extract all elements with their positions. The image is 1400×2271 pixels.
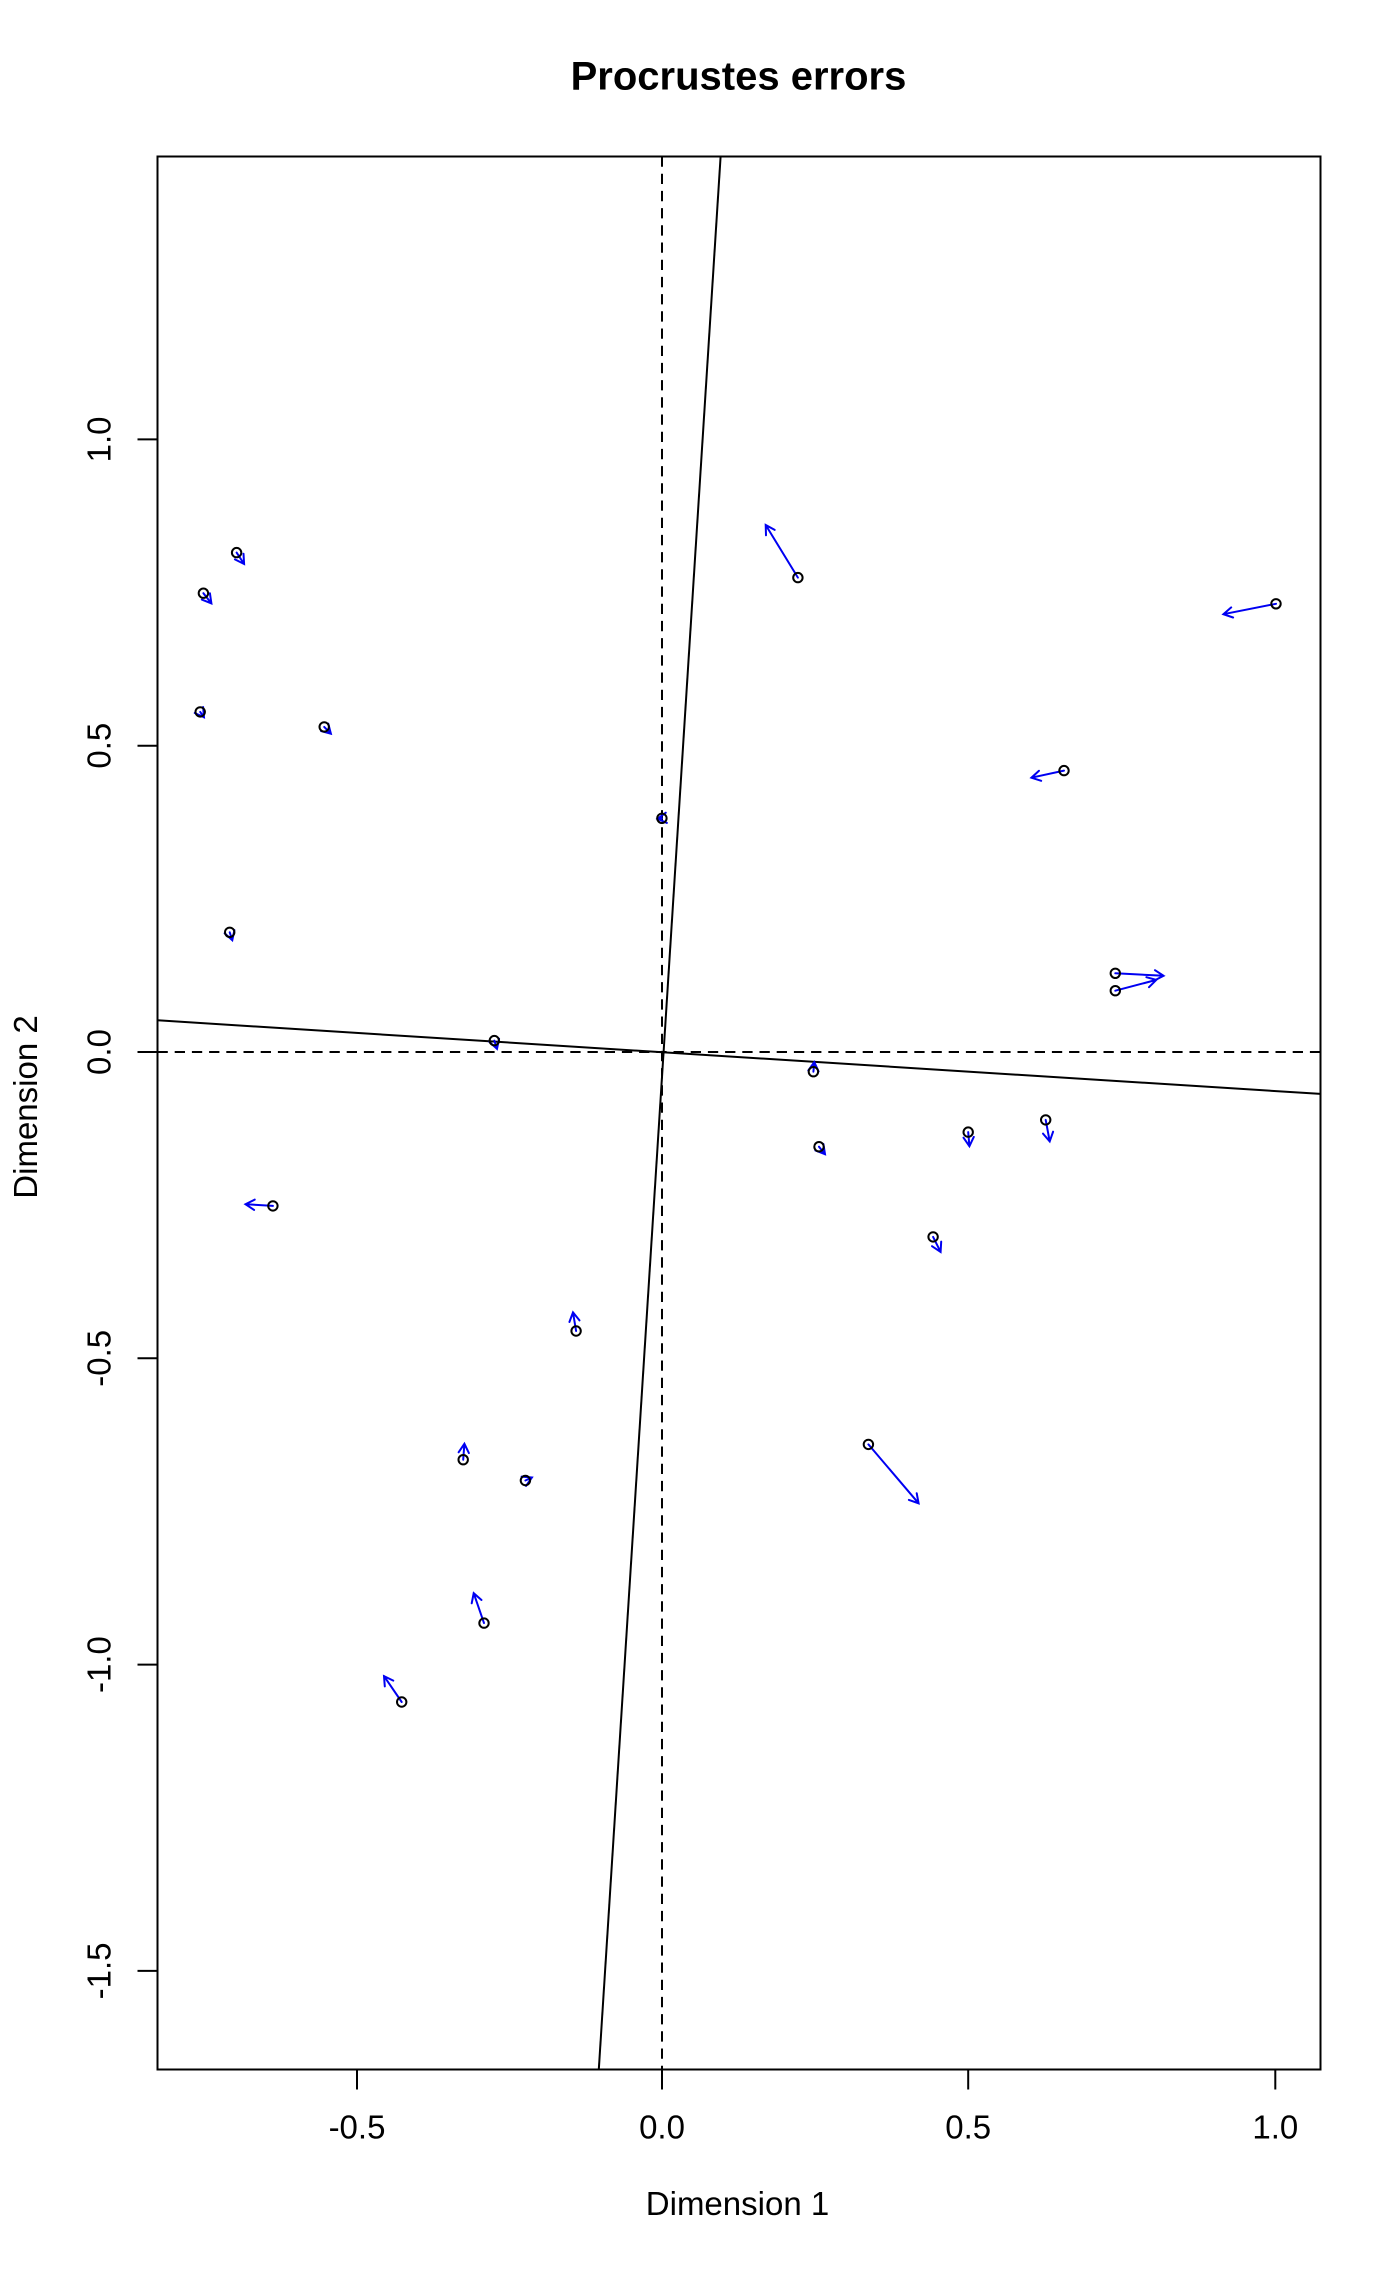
svg-text:0.0: 0.0 [639,2109,685,2146]
svg-text:1.0: 1.0 [81,416,118,462]
svg-text:-0.5: -0.5 [81,1330,118,1387]
svg-text:1.0: 1.0 [1252,2109,1298,2146]
svg-text:-0.5: -0.5 [329,2109,386,2146]
svg-text:Dimension 1: Dimension 1 [646,2185,829,2222]
svg-text:-1.0: -1.0 [81,1636,118,1693]
svg-text:Dimension 2: Dimension 2 [7,1015,44,1198]
svg-text:0.5: 0.5 [81,723,118,769]
svg-text:-1.5: -1.5 [81,1942,118,1999]
svg-text:0.0: 0.0 [81,1029,118,1075]
svg-text:Procrustes errors: Procrustes errors [571,55,907,99]
svg-text:0.5: 0.5 [945,2109,991,2146]
